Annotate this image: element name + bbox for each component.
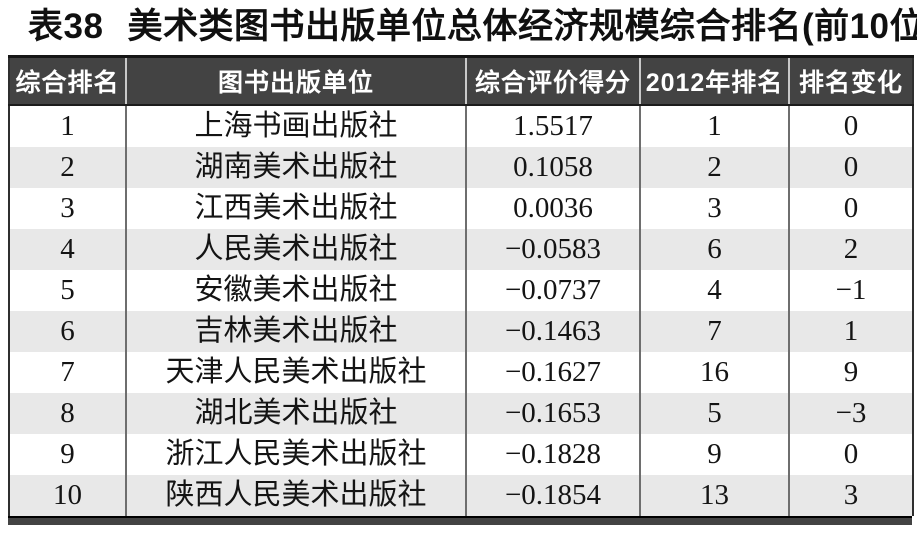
cell-score: −0.1828 [465,434,640,475]
cell-publisher: 人民美术出版社 [125,229,466,270]
cell-change: −1 [788,270,913,311]
column-header-rank2012: 2012年排名 [639,56,789,106]
cell-publisher: 上海书画出版社 [125,105,466,147]
cell-publisher: 湖北美术出版社 [125,393,466,434]
cell-rank2012: 5 [639,393,789,434]
cell-rank2012: 9 [639,434,789,475]
cell-rank: 6 [60,315,75,347]
table-row: 3 江西美术出版社 0.0036 3 0 [9,188,913,229]
table-row: 8 湖北美术出版社 −0.1653 5 −3 [9,393,913,434]
cell-rank: 8 [60,397,75,429]
cell-change: 9 [788,352,913,393]
cell-change: 3 [788,475,913,516]
cell-rank2012: 3 [639,188,789,229]
ranking-table-container: 综合排名 图书出版单位 综合评价得分 2012年排名 排名变化 1 上海书画出版… [8,55,914,525]
cell-score: −0.0583 [465,229,640,270]
cell-rank: 4 [60,233,75,265]
cell-rank2012: 7 [639,311,789,352]
cell-score: −0.1463 [465,311,640,352]
cell-rank2012: 4 [639,270,789,311]
cell-publisher: 安徽美术出版社 [125,270,466,311]
cell-publisher: 湖南美术出版社 [125,147,466,188]
ranking-table: 综合排名 图书出版单位 综合评价得分 2012年排名 排名变化 1 上海书画出版… [8,55,914,516]
cell-rank2012: 2 [639,147,789,188]
cell-change: 0 [788,188,913,229]
header-row: 综合排名 图书出版单位 综合评价得分 2012年排名 排名变化 [9,56,913,106]
column-header-change: 排名变化 [788,56,913,106]
cell-publisher: 陕西人民美术出版社 [125,475,466,516]
table-row: 1 上海书画出版社 1.5517 1 0 [9,105,913,147]
table-row: 9 浙江人民美术出版社 −0.1828 9 0 [9,434,913,475]
cell-rank2012: 16 [639,352,789,393]
table-header: 综合排名 图书出版单位 综合评价得分 2012年排名 排名变化 [9,56,913,106]
cell-publisher: 吉林美术出版社 [125,311,466,352]
cell-rank2012: 1 [639,105,789,147]
table-bottom-bar [8,516,912,525]
cell-rank: 3 [60,192,75,224]
column-header-score: 综合评价得分 [465,56,640,106]
cell-score: −0.1854 [465,475,640,516]
cell-score: −0.1653 [465,393,640,434]
cell-score: 1.5517 [465,105,640,147]
table-body: 1 上海书画出版社 1.5517 1 0 2 湖南美术出版社 0.1058 2 … [9,105,913,516]
cell-rank2012: 13 [639,475,789,516]
table-title-text: 美术类图书出版单位总体经济规模综合排名(前10位) [127,7,917,46]
page-title: 表38 美术类图书出版单位总体经济规模综合排名(前10位) [28,5,917,49]
cell-score: −0.0737 [465,270,640,311]
table-row: 5 安徽美术出版社 −0.0737 4 −1 [9,270,913,311]
cell-rank: 10 [53,479,82,511]
cell-change: 0 [788,105,913,147]
cell-publisher: 江西美术出版社 [125,188,466,229]
column-header-rank: 综合排名 [9,56,126,106]
cell-rank: 5 [60,274,75,306]
cell-rank2012: 6 [639,229,789,270]
table-row: 7 天津人民美术出版社 −0.1627 16 9 [9,352,913,393]
cell-publisher: 天津人民美术出版社 [125,352,466,393]
cell-rank: 1 [60,110,75,142]
cell-change: 0 [788,434,913,475]
cell-score: −0.1627 [465,352,640,393]
column-header-publisher: 图书出版单位 [125,56,466,106]
cell-score: 0.1058 [465,147,640,188]
cell-publisher: 浙江人民美术出版社 [125,434,466,475]
table-row: 4 人民美术出版社 −0.0583 6 2 [9,229,913,270]
cell-rank: 2 [60,151,75,183]
table-number-label: 表38 [28,7,104,46]
cell-change: 2 [788,229,913,270]
cell-change: −3 [788,393,913,434]
cell-rank: 7 [60,356,75,388]
cell-change: 0 [788,147,913,188]
table-row: 6 吉林美术出版社 −0.1463 7 1 [9,311,913,352]
cell-rank: 9 [60,438,75,470]
cell-change: 1 [788,311,913,352]
table-row: 2 湖南美术出版社 0.1058 2 0 [9,147,913,188]
table-row: 10 陕西人民美术出版社 −0.1854 13 3 [9,475,913,516]
cell-score: 0.0036 [465,188,640,229]
